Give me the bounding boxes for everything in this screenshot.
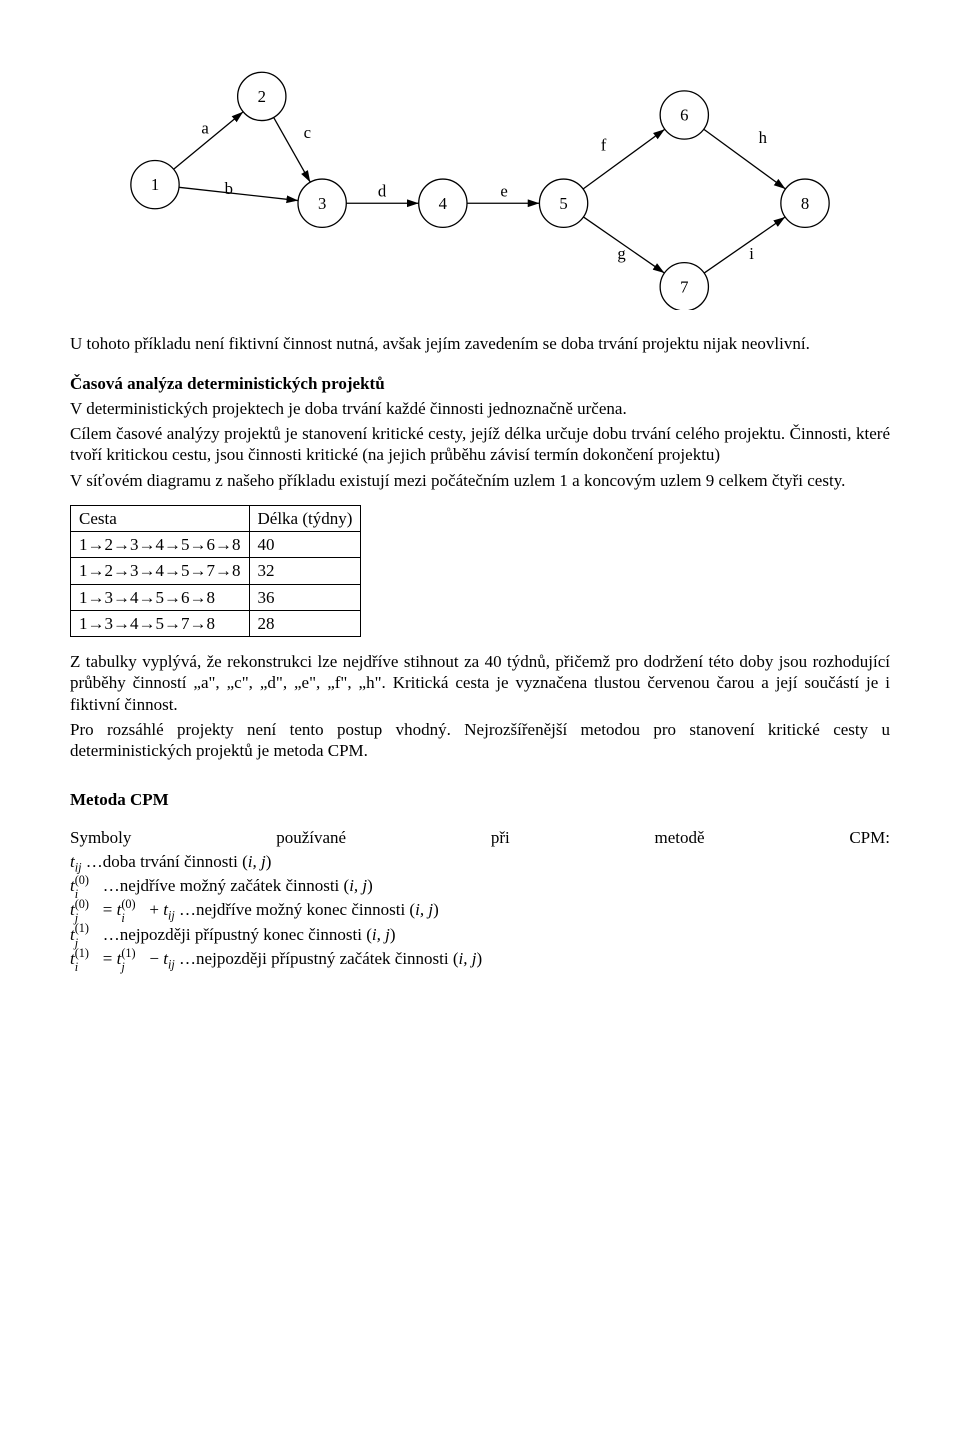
svg-text:a: a [201, 119, 209, 138]
formula-t0i: t(0)i …nejdříve možný začátek činnosti (… [70, 875, 890, 896]
symbols-line: Symboly používané při metodě CPM: [70, 827, 890, 848]
svg-text:h: h [759, 128, 768, 147]
network-diagram: 1 2 3 4 5 6 7 8 a b c d e f g h i [70, 50, 890, 310]
svg-text:e: e [500, 182, 507, 201]
svg-text:i: i [749, 244, 754, 263]
heading-time-analysis: Časová analýza deterministických projekt… [70, 373, 890, 394]
formula-t0j: t(0)j = t(0)i + tij …nejdříve možný kone… [70, 899, 890, 920]
svg-text:8: 8 [801, 194, 809, 213]
svg-text:g: g [617, 244, 626, 263]
formula-t1j: t(1)j …nejpozději přípustný konec činnos… [70, 924, 890, 945]
paragraph-5: Z tabulky vyplývá, že rekonstrukci lze n… [70, 651, 890, 715]
svg-text:c: c [304, 123, 311, 142]
svg-text:1: 1 [151, 175, 159, 194]
svg-text:2: 2 [258, 87, 266, 106]
formula-t1i: t(1)i = t(1)j − tij …nejpozději přípustn… [70, 948, 890, 969]
paths-table: Cesta Délka (týdny) 1→2→3→4→5→6→840 1→2→… [70, 505, 361, 637]
svg-text:5: 5 [559, 194, 567, 213]
svg-text:b: b [225, 179, 233, 198]
svg-text:d: d [378, 182, 387, 201]
table-row: Cesta Délka (týdny) [71, 505, 361, 531]
col-header-cesta: Cesta [71, 505, 250, 531]
formula-tij: tij …doba trvání činnosti (i, j) [70, 851, 890, 872]
table-row: 1→2→3→4→5→7→832 [71, 558, 361, 584]
svg-text:6: 6 [680, 106, 688, 125]
table-row: 1→3→4→5→6→836 [71, 584, 361, 610]
paragraph-3: Cílem časové analýzy projektů je stanove… [70, 423, 890, 466]
svg-text:f: f [601, 135, 607, 154]
paragraph-6: Pro rozsáhlé projekty není tento postup … [70, 719, 890, 762]
svg-text:3: 3 [318, 194, 326, 213]
table-row: 1→3→4→5→7→828 [71, 610, 361, 636]
paragraph-4: V síťovém diagramu z našeho příkladu exi… [70, 470, 890, 491]
table-row: 1→2→3→4→5→6→840 [71, 532, 361, 558]
svg-text:7: 7 [680, 277, 688, 296]
svg-text:4: 4 [439, 194, 448, 213]
paragraph-intro: U tohoto příkladu není fiktivní činnost … [70, 333, 890, 354]
col-header-delka: Délka (týdny) [249, 505, 361, 531]
heading-cpm: Metoda CPM [70, 789, 890, 810]
paragraph-2: V deterministických projektech je doba t… [70, 398, 890, 419]
